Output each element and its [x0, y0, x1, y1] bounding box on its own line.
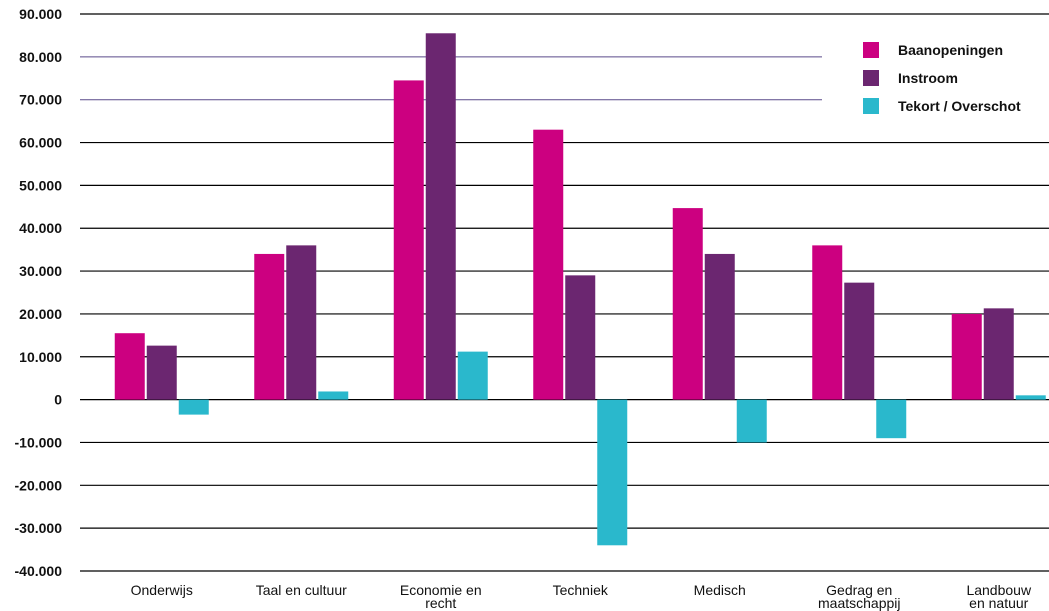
- legend: Baanopeningen Instroom Tekort / Overschot: [863, 42, 1021, 114]
- x-category-label: Techniek: [553, 582, 609, 598]
- legend-swatch: [863, 70, 879, 86]
- bar-instroom: [704, 253, 735, 400]
- legend-label: Tekort / Overschot: [898, 98, 1021, 114]
- grid-lines: [80, 13, 1049, 572]
- bar-tekort-overschot: [597, 399, 628, 546]
- y-tick-label: 30.000: [19, 263, 62, 279]
- legend-label: Instroom: [898, 70, 958, 86]
- bar-instroom: [565, 275, 596, 400]
- x-category-label: Taal en cultuur: [256, 582, 347, 598]
- x-category-label: Gedrag en maatschappij: [818, 582, 901, 611]
- x-axis-category-labels: Onderwijs Taal en cultuur Economie en recht…: [131, 582, 1032, 611]
- y-tick-label: 40.000: [19, 220, 62, 236]
- bar-baanopeningen: [812, 245, 843, 400]
- bar-tekort-overschot: [876, 399, 907, 439]
- bar-instroom: [146, 345, 177, 400]
- bar-baanopeningen: [951, 313, 982, 400]
- y-tick-label: 20.000: [19, 306, 62, 322]
- y-tick-label: 80.000: [19, 49, 62, 65]
- x-category-label: Landbouw en natuur: [966, 582, 1032, 611]
- bar-tekort-overschot: [318, 391, 349, 400]
- bar-tekort-overschot: [178, 399, 209, 415]
- x-category-label: Medisch: [694, 582, 746, 598]
- y-tick-label: -30.000: [15, 520, 63, 536]
- bar-instroom: [286, 245, 317, 400]
- bar-instroom: [983, 308, 1014, 400]
- legend-swatch: [863, 98, 879, 114]
- bar-tekort-overschot: [457, 351, 488, 400]
- bar-baanopeningen: [533, 129, 564, 400]
- y-tick-label: 10.000: [19, 349, 62, 365]
- bar-baanopeningen: [393, 80, 424, 400]
- bar-baanopeningen: [254, 253, 285, 400]
- legend-label: Baanopeningen: [898, 42, 1003, 58]
- bar-baanopeningen: [672, 208, 703, 400]
- bar-instroom: [844, 282, 875, 400]
- y-tick-label: 60.000: [19, 135, 62, 151]
- bar-instroom: [425, 33, 456, 400]
- y-tick-label: -10.000: [15, 434, 63, 450]
- y-tick-label: 0: [54, 392, 62, 408]
- bar-tekort-overschot: [1015, 395, 1046, 400]
- y-tick-label: 70.000: [19, 92, 62, 108]
- bar-baanopeningen: [114, 333, 145, 400]
- x-category-label: Economie en recht: [400, 582, 482, 611]
- legend-swatch: [863, 42, 879, 58]
- y-axis-tick-labels: 90.000 80.000 70.000 60.000 50.000 40.000 30.0…: [15, 6, 63, 579]
- y-tick-label: 90.000: [19, 6, 62, 22]
- bars: [114, 33, 1046, 546]
- x-category-label: Onderwijs: [131, 582, 193, 598]
- y-tick-label: -40.000: [15, 563, 63, 579]
- y-tick-label: -20.000: [15, 477, 63, 493]
- bar-tekort-overschot: [736, 399, 767, 443]
- y-tick-label: 50.000: [19, 177, 62, 193]
